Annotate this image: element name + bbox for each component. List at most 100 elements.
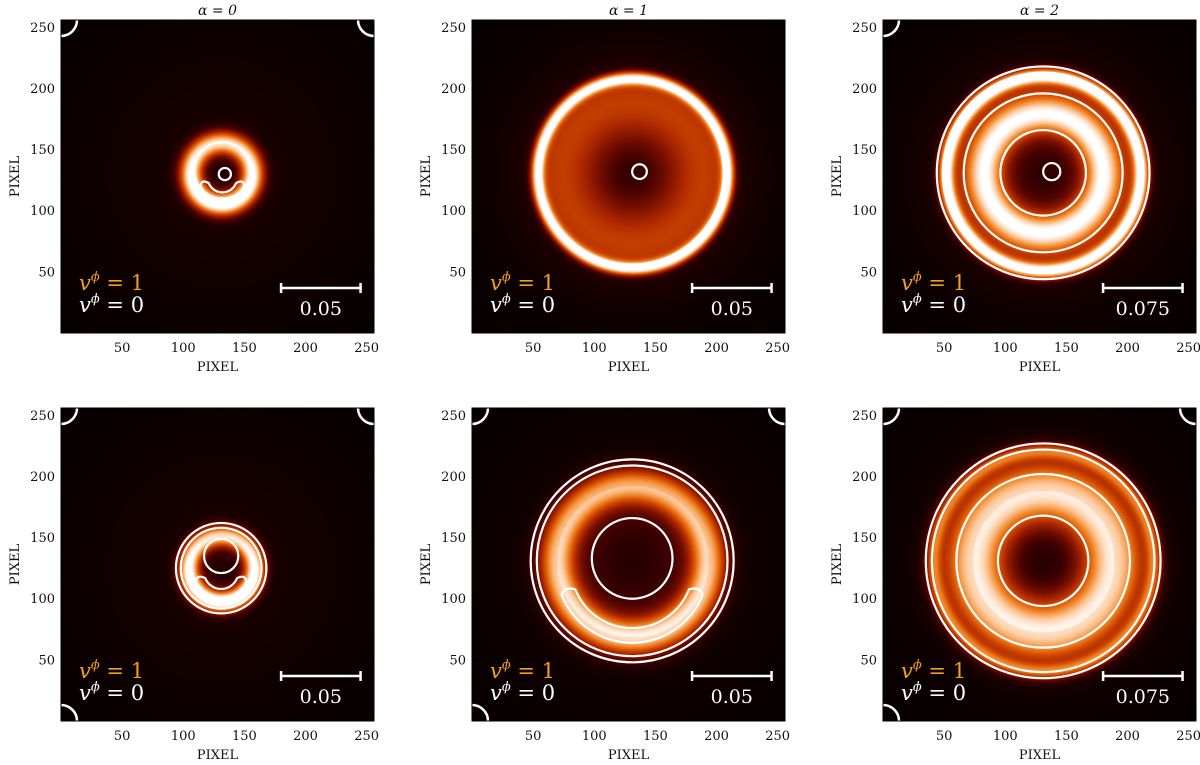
panel-r1c1: 50 100 150 200 250 50 100 150 200 250 PIXEL PIXEL α …: [8, 3, 379, 375]
panel-r2c3: 50 100 150 200 250 50 100 150 200 250 PIXEL PIXEL vϕ…: [830, 407, 1200, 763]
contour-line: [955, 472, 1132, 649]
y-tick-label: 200: [852, 470, 877, 485]
y-tick-label: 100: [30, 592, 55, 607]
x-tick-label: 250: [1176, 341, 1200, 356]
contour-line: [193, 141, 252, 200]
x-tick-label: 200: [293, 341, 318, 356]
contour-line: [999, 128, 1088, 217]
legend-entry: vϕ = 1: [79, 270, 144, 295]
x-tick-label: 100: [993, 341, 1018, 356]
x-tick-label: 50: [114, 341, 131, 356]
legend-entry: vϕ = 0: [901, 680, 966, 705]
scale-bar-label: 0.05: [300, 298, 342, 320]
x-tick-label: 150: [1054, 341, 1079, 356]
legend-entry: vϕ = 0: [490, 680, 555, 705]
y-tick-label: 50: [860, 653, 877, 668]
y-tick-label: 100: [441, 592, 466, 607]
panel-r2c1: 50 100 150 200 250 50 100 150 200 250 PIXEL PIXEL vϕ…: [8, 407, 379, 763]
y-tick-label: 150: [852, 143, 877, 158]
y-tick-label: 150: [30, 531, 55, 546]
x-tick-label: 150: [1054, 729, 1079, 744]
y-tick-label: 250: [30, 21, 55, 36]
contour-group: [883, 408, 1196, 721]
x-axis-label: PIXEL: [197, 360, 239, 375]
axes-frame: [471, 19, 786, 334]
scale-bar: [1101, 671, 1184, 681]
x-tick-label: 200: [1115, 341, 1140, 356]
contour-line: [941, 71, 1145, 275]
y-tick-label: 200: [852, 82, 877, 97]
y-axis-label: PIXEL: [419, 544, 434, 586]
ticks: [472, 408, 785, 721]
panel-r1c2: 50 100 150 200 250 50 100 150 200 250 PIXEL PIXEL α …: [419, 3, 790, 375]
contour-line: [539, 80, 725, 266]
contour-group: [883, 20, 1151, 281]
x-axis-label: PIXEL: [1019, 748, 1061, 763]
contour-line: [996, 514, 1090, 608]
scale-bar: [279, 283, 362, 293]
y-tick-label: 250: [441, 21, 466, 36]
contour-group: [472, 408, 785, 721]
y-tick-label: 100: [852, 204, 877, 219]
scale-bar-label: 0.05: [300, 686, 342, 708]
x-tick-label: 100: [171, 341, 196, 356]
x-tick-label: 50: [525, 729, 542, 744]
x-tick-label: 200: [1115, 729, 1140, 744]
heatmap-image: [883, 408, 1196, 721]
x-tick-label: 50: [936, 341, 953, 356]
y-tick-label: 100: [30, 204, 55, 219]
axes-frame: [882, 19, 1197, 334]
heatmap-image: [472, 20, 785, 333]
ticks: [883, 408, 1196, 721]
y-tick-label: 50: [38, 265, 55, 280]
x-tick-label: 50: [936, 729, 953, 744]
x-tick-label: 100: [582, 729, 607, 744]
y-axis-label: PIXEL: [419, 156, 434, 198]
contour-line: [924, 442, 1162, 680]
x-tick-label: 100: [171, 729, 196, 744]
heatmap-image: [61, 20, 374, 333]
y-tick-label: 200: [30, 470, 55, 485]
y-tick-label: 200: [441, 470, 466, 485]
x-tick-label: 150: [232, 729, 257, 744]
y-tick-label: 50: [449, 653, 466, 668]
y-tick-label: 200: [30, 82, 55, 97]
contour-line: [217, 166, 233, 182]
contour-line: [174, 521, 268, 615]
contour-group: [61, 408, 374, 721]
scale-bar: [690, 283, 773, 293]
x-tick-label: 150: [643, 729, 668, 744]
contour-line: [935, 65, 1151, 281]
y-axis-label: PIXEL: [8, 156, 23, 198]
contour-group: [61, 20, 374, 203]
contour-group: [539, 80, 725, 266]
contour-line: [930, 448, 1156, 674]
contour-line: [535, 464, 729, 658]
legend-entry: vϕ = 1: [901, 658, 966, 683]
x-tick-label: 100: [582, 341, 607, 356]
y-tick-label: 50: [860, 265, 877, 280]
scale-bar: [279, 671, 362, 681]
ticks: [61, 20, 374, 333]
contour-line: [179, 526, 263, 610]
x-tick-label: 150: [643, 341, 668, 356]
y-tick-label: 50: [449, 265, 466, 280]
x-tick-label: 150: [232, 341, 257, 356]
y-tick-label: 250: [441, 409, 466, 424]
y-tick-label: 250: [30, 409, 55, 424]
panel-r2c2: 50 100 150 200 250 50 100 150 200 250 PIXEL PIXEL vϕ…: [419, 407, 790, 763]
x-axis-label: PIXEL: [608, 360, 650, 375]
y-tick-label: 150: [852, 531, 877, 546]
axes-frame: [60, 407, 375, 722]
panel-title: α = 2: [1020, 3, 1059, 19]
legend-entry: vϕ = 0: [490, 292, 555, 317]
x-tick-label: 250: [765, 729, 790, 744]
scale-bar: [1101, 283, 1184, 293]
legend-entry: vϕ = 0: [79, 292, 144, 317]
ticks: [883, 20, 1196, 333]
legend-entry: vϕ = 1: [490, 270, 555, 295]
contour-crescent: [199, 180, 246, 203]
y-tick-label: 250: [852, 21, 877, 36]
y-tick-label: 250: [852, 409, 877, 424]
contour-line: [962, 92, 1124, 254]
